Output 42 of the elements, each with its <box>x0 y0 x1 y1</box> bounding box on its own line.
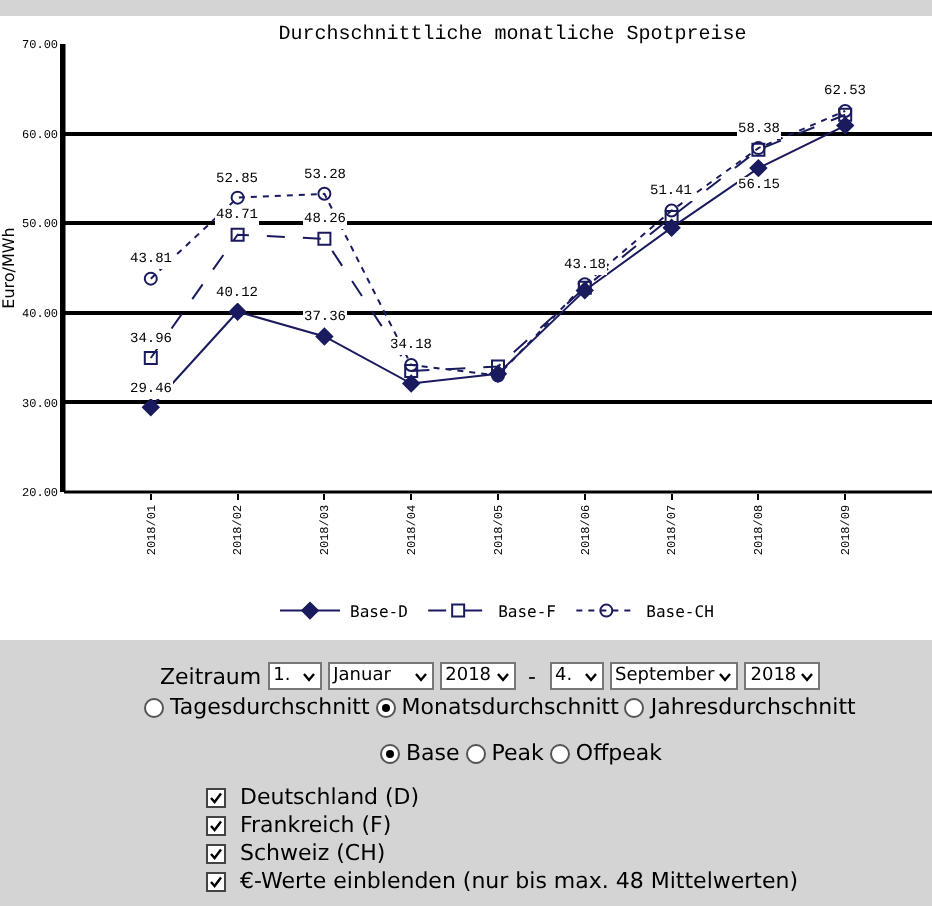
text: €-Werte einblenden (nur bis max. 48 Mittelwerten) <box>240 868 799 894</box>
dropdown-field: 1. <box>267 662 322 690</box>
text: Schweiz (CH) <box>240 840 386 866</box>
y-axis-title: Euro/MWh <box>0 227 19 309</box>
legend-label: Base-F <box>498 602 557 621</box>
dropdown-field: Januar <box>327 662 434 690</box>
dropdown-field: 2018 <box>744 662 821 690</box>
text: Peak <box>491 740 544 766</box>
text: Deutschland (D) <box>240 784 420 810</box>
text: Frankreich (F) <box>240 812 392 838</box>
point <box>142 398 160 417</box>
text: Offpeak <box>575 740 663 766</box>
dropdown-field: 2018 <box>439 662 516 690</box>
point <box>404 357 419 372</box>
text: Tagesdurchschnitt <box>170 694 370 720</box>
text: - <box>526 663 538 689</box>
point <box>230 227 245 242</box>
point <box>228 302 247 321</box>
text: Jahresdurchschnitt <box>650 694 856 720</box>
point <box>491 359 505 374</box>
point <box>838 107 853 122</box>
point <box>664 209 679 224</box>
point <box>317 186 332 201</box>
point <box>317 231 332 246</box>
point <box>404 364 419 379</box>
point <box>230 190 245 205</box>
point <box>143 271 158 286</box>
point <box>315 327 334 346</box>
legend-label: Base-CH <box>646 602 715 621</box>
point <box>662 218 681 237</box>
legend-label: Base-D <box>350 602 409 621</box>
text: Base <box>406 740 460 766</box>
dropdown-field: 4. <box>549 662 603 690</box>
point <box>664 203 679 218</box>
text: Zeitraum <box>160 663 262 689</box>
text: Monatsdurchschnitt <box>401 694 619 720</box>
dropdown-field: September <box>609 662 739 690</box>
point <box>749 159 768 177</box>
point <box>402 374 420 393</box>
point <box>838 103 853 118</box>
point <box>143 350 158 365</box>
chart-title: Durchschnittliche monatliche Spotpreise <box>278 23 747 48</box>
